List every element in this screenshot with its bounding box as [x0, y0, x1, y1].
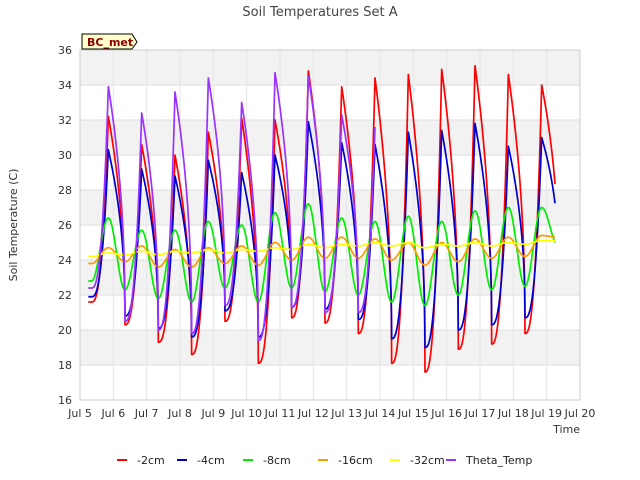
legend-label: -32cm [410, 454, 445, 467]
x-tick-label: Jul 10 [230, 407, 262, 420]
x-tick-label: Jul 18 [497, 407, 529, 420]
x-tick-label: Jul 9 [200, 407, 225, 420]
legend-label: -8cm [263, 454, 291, 467]
legend-label: -16cm [338, 454, 373, 467]
series-line-32cm [87, 239, 556, 258]
y-tick-label: 34 [58, 79, 72, 92]
legend-item: -8cm [243, 454, 291, 467]
background-band [80, 155, 580, 190]
x-tick-label: Jul 5 [67, 407, 92, 420]
x-tick-label: Jul 19 [530, 407, 562, 420]
series-layer [87, 64, 556, 373]
legend-item: -32cm [390, 454, 445, 467]
x-tick-label: Jul 6 [100, 407, 125, 420]
x-tick-label: Jul 12 [297, 407, 329, 420]
chart-title: Soil Temperatures Set A [242, 5, 397, 20]
x-tick-label: Jul 16 [430, 407, 462, 420]
series-line-16cm [87, 234, 556, 268]
x-tick-label: Jul 11 [264, 407, 296, 420]
background-band [80, 190, 580, 225]
x-tick-label: Jul 20 [564, 407, 596, 420]
x-tick-labels: Jul 5 Jul 6 Jul 7 Jul 8 Jul 9 Jul 10 Jul 11 Jul… [67, 407, 595, 420]
series-line-thetatemp [87, 71, 376, 342]
legend-label: -4cm [197, 454, 225, 467]
legend-label: Theta_Temp [465, 454, 532, 467]
y-tick-label: 16 [58, 394, 72, 407]
legend: -2cm -4cm -8cm -16cm -32cm Theta_Temp [117, 454, 532, 467]
x-tick-label: Jul 14 [364, 407, 396, 420]
y-axis-label: Soil Temperature (C) [7, 169, 20, 282]
y-tick-label: 26 [58, 219, 72, 232]
background-band [80, 85, 580, 120]
y-tick-label: 20 [58, 324, 72, 337]
background-band [80, 120, 580, 155]
x-tick-label: Jul 17 [464, 407, 496, 420]
legend-label: -2cm [137, 454, 165, 467]
y-tick-label: 30 [58, 149, 72, 162]
y-tick-label: 32 [58, 114, 72, 127]
plot-frame [79, 49, 581, 401]
x-axis-label: Time [552, 423, 580, 436]
legend-item: -16cm [318, 454, 373, 467]
site-badge-label: BC_met [87, 36, 133, 49]
legend-item: -4cm [177, 454, 225, 467]
x-tick-label: Jul 13 [330, 407, 362, 420]
y-tick-label: 24 [58, 254, 72, 267]
legend-item: Theta_Temp [446, 454, 532, 467]
y-tick-labels: 16 18 20 22 24 26 28 30 32 34 36 [58, 44, 72, 407]
y-tick-label: 36 [58, 44, 72, 57]
background-band [80, 50, 580, 85]
background-band [80, 365, 580, 400]
x-tick-label: Jul 8 [167, 407, 192, 420]
y-tick-label: 18 [58, 359, 72, 372]
y-tick-label: 22 [58, 289, 72, 302]
site-badge-box [81, 33, 138, 50]
y-tick-label: 28 [58, 184, 72, 197]
series-line-4cm [87, 120, 556, 349]
background-band [80, 330, 580, 365]
x-tick-label: Jul 7 [134, 407, 159, 420]
x-tick-label: Jul 15 [397, 407, 429, 420]
legend-item: -2cm [117, 454, 165, 467]
series-line-8cm [87, 203, 556, 307]
site-badge: BC_met [81, 33, 138, 50]
